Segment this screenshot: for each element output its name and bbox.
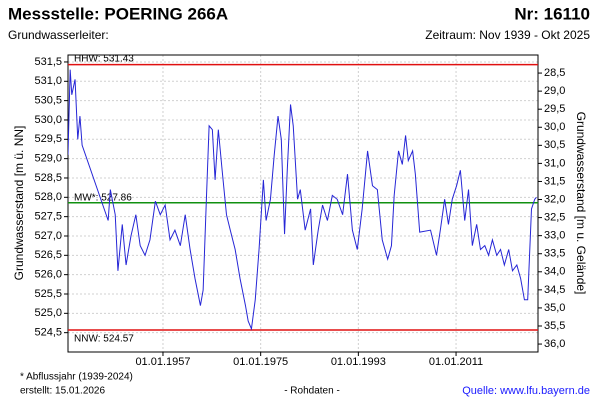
y2-tick-label: 32,5 xyxy=(544,211,565,223)
y2-tick-label: 35,5 xyxy=(544,320,565,332)
y2-tick-label: 29,0 xyxy=(544,85,565,97)
y-tick-label: 531,0 xyxy=(34,75,62,87)
data-line xyxy=(68,69,537,331)
y2-tick-label: 35,0 xyxy=(544,302,565,314)
y-tick-label: 524,5 xyxy=(34,327,62,339)
raw-data-note: - Rohdaten - xyxy=(284,386,340,397)
y-tick-label: 530,0 xyxy=(34,114,62,126)
reference-label: NNW: 524.57 xyxy=(74,334,134,345)
y2-tick-label: 34,5 xyxy=(544,284,565,296)
y-tick-label: 529,5 xyxy=(34,133,62,145)
y-tick-label: 531,5 xyxy=(34,56,62,68)
y2-tick-label: 30,5 xyxy=(544,139,565,151)
created-date: erstellt: 15.01.2026 xyxy=(20,386,105,397)
y2-axis-title: Grundwasserstand [m u. Gelände] xyxy=(574,112,588,295)
y-tick-label: 526,5 xyxy=(34,249,62,261)
y2-tick-label: 32,0 xyxy=(544,193,565,205)
y2-tick-label: 33,5 xyxy=(544,248,565,260)
period: Zeitraum: Nov 1939 - Okt 2025 xyxy=(425,28,590,42)
source-link[interactable]: Quelle: www.lfu.bayern.de xyxy=(462,385,590,397)
plot-frame xyxy=(67,54,539,353)
y-tick-label: 528,0 xyxy=(34,191,62,203)
reference-label: MW*: 527.86 xyxy=(74,192,132,203)
y-tick-label: 528,5 xyxy=(34,172,62,184)
y2-tick-label: 36,0 xyxy=(544,338,565,350)
y-tick-label: 527,5 xyxy=(34,211,62,223)
y2-tick-label: 33,0 xyxy=(544,230,565,242)
footnote: * Abflussjahr (1939-2024) xyxy=(20,372,133,383)
y-axis-title: Grundwasserstand [m ü. NN] xyxy=(12,126,26,281)
y-tick-label: 525,0 xyxy=(34,307,62,319)
y2-tick-label: 28,5 xyxy=(544,67,565,79)
x-tick-label: 01.01.1993 xyxy=(331,356,386,368)
y2-tick-label: 31,5 xyxy=(544,175,565,187)
y-tick-label: 529,0 xyxy=(34,153,62,165)
y2-tick-label: 34,0 xyxy=(544,266,565,278)
y-tick-label: 526,0 xyxy=(34,269,62,281)
y2-tick-label: 29,5 xyxy=(544,103,565,115)
reference-label: HHW: 531.43 xyxy=(74,53,134,64)
y2-tick-label: 30,0 xyxy=(544,121,565,133)
x-tick-label: 01.01.1957 xyxy=(135,356,190,368)
x-tick-label: 01.01.1975 xyxy=(233,356,288,368)
x-tick-label: 01.01.2011 xyxy=(429,356,483,368)
station-number: Nr: 16110 xyxy=(514,4,590,23)
plot-area xyxy=(68,55,538,352)
y-tick-label: 527,0 xyxy=(34,230,62,242)
y2-tick-label: 31,0 xyxy=(544,157,565,169)
chart-title: Messstelle: POERING 266A xyxy=(8,4,228,23)
y-tick-label: 530,5 xyxy=(34,95,62,107)
y-tick-label: 525,5 xyxy=(34,288,62,300)
aquifer: Grundwasserleiter: xyxy=(8,28,109,42)
